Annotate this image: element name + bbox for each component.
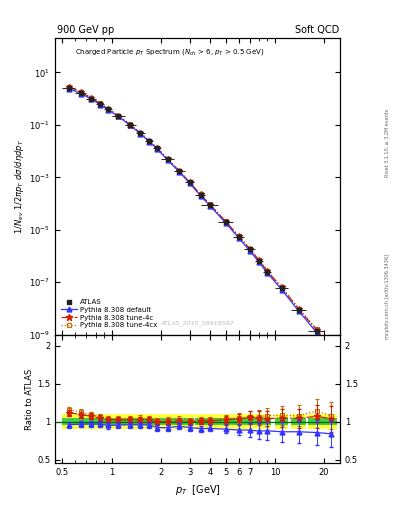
Bar bbox=[161, 414, 174, 429]
Bar bbox=[136, 414, 145, 429]
Bar bbox=[96, 418, 104, 425]
Bar bbox=[96, 414, 104, 429]
Bar bbox=[308, 418, 324, 425]
Bar bbox=[145, 418, 153, 425]
Text: Rivet 3.1.10, ≥ 3.2M events: Rivet 3.1.10, ≥ 3.2M events bbox=[385, 109, 390, 178]
Bar bbox=[185, 414, 194, 429]
Bar bbox=[324, 414, 337, 429]
Bar bbox=[153, 418, 161, 425]
Bar bbox=[200, 414, 219, 429]
Text: 900 GeV pp: 900 GeV pp bbox=[57, 25, 114, 35]
Bar bbox=[86, 418, 96, 425]
Bar bbox=[145, 414, 153, 429]
Bar bbox=[86, 414, 96, 429]
Text: Charged Particle $p_T$ Spectrum ($N_{ch}$ > 6, $p_T$ > 0.5 GeV): Charged Particle $p_T$ Spectrum ($N_{ch}… bbox=[75, 47, 264, 57]
Bar bbox=[244, 418, 255, 425]
Bar bbox=[200, 418, 219, 425]
Bar bbox=[112, 414, 125, 429]
Bar bbox=[62, 418, 75, 425]
Bar bbox=[195, 414, 206, 429]
Bar bbox=[263, 418, 271, 425]
Bar bbox=[174, 418, 185, 425]
Bar bbox=[136, 418, 145, 425]
Bar bbox=[112, 418, 125, 425]
Bar bbox=[161, 418, 174, 425]
Legend: ATLAS, Pythia 8.308 default, Pythia 8.308 tune-4c, Pythia 8.308 tune-4cx: ATLAS, Pythia 8.308 default, Pythia 8.30… bbox=[59, 296, 160, 331]
Bar bbox=[104, 414, 112, 429]
Bar bbox=[324, 418, 337, 425]
Bar bbox=[62, 414, 75, 429]
Bar bbox=[219, 418, 233, 425]
Bar bbox=[291, 414, 306, 429]
Bar bbox=[75, 418, 86, 425]
Bar bbox=[263, 414, 271, 429]
Bar bbox=[153, 414, 161, 429]
Bar bbox=[185, 418, 194, 425]
Bar bbox=[275, 418, 288, 425]
Bar bbox=[125, 414, 136, 429]
Bar bbox=[219, 414, 233, 429]
Y-axis label: $1/N_{ev}$ $1/2\pi p_T$ $d\sigma/d\eta dp_T$: $1/N_{ev}$ $1/2\pi p_T$ $d\sigma/d\eta d… bbox=[13, 139, 26, 234]
Text: Soft QCD: Soft QCD bbox=[294, 25, 339, 35]
Bar bbox=[255, 414, 263, 429]
Y-axis label: Ratio to ATLAS: Ratio to ATLAS bbox=[25, 368, 34, 430]
Bar bbox=[75, 414, 86, 429]
Bar bbox=[104, 418, 112, 425]
Bar bbox=[291, 418, 306, 425]
Bar bbox=[125, 418, 136, 425]
Bar bbox=[308, 414, 324, 429]
Bar bbox=[275, 414, 288, 429]
Bar bbox=[255, 418, 263, 425]
Text: mcplots.cern.ch [arXiv:1306.3436]: mcplots.cern.ch [arXiv:1306.3436] bbox=[385, 254, 390, 339]
Bar bbox=[233, 418, 244, 425]
X-axis label: $p_T$  [GeV]: $p_T$ [GeV] bbox=[174, 483, 220, 497]
Bar bbox=[195, 418, 206, 425]
Text: ATLAS_2010_S8918562: ATLAS_2010_S8918562 bbox=[161, 320, 234, 326]
Bar bbox=[244, 414, 255, 429]
Bar bbox=[174, 414, 185, 429]
Bar bbox=[233, 414, 244, 429]
